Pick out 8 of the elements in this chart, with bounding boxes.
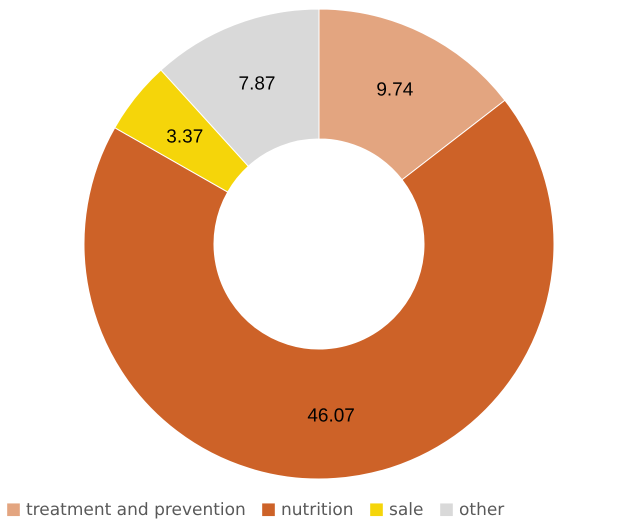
data-label: 46.07 xyxy=(307,406,355,427)
data-label: 9.74 xyxy=(376,80,414,101)
legend-label: sale xyxy=(389,500,424,520)
legend-label: other xyxy=(459,500,504,520)
legend-label: treatment and prevention xyxy=(26,500,246,520)
legend-label: nutrition xyxy=(281,500,354,520)
data-label: 3.37 xyxy=(166,126,204,148)
data-label: 7.87 xyxy=(238,74,276,95)
